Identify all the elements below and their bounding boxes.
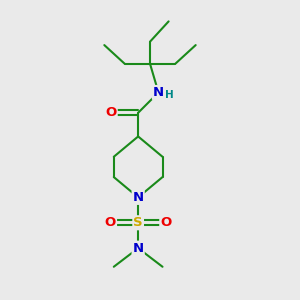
Text: H: H xyxy=(165,90,174,100)
Text: N: N xyxy=(153,86,164,99)
Text: O: O xyxy=(106,106,117,119)
Text: O: O xyxy=(160,216,172,229)
Text: O: O xyxy=(105,216,116,229)
Text: N: N xyxy=(133,242,144,255)
Text: N: N xyxy=(133,191,144,204)
Text: S: S xyxy=(133,216,143,229)
